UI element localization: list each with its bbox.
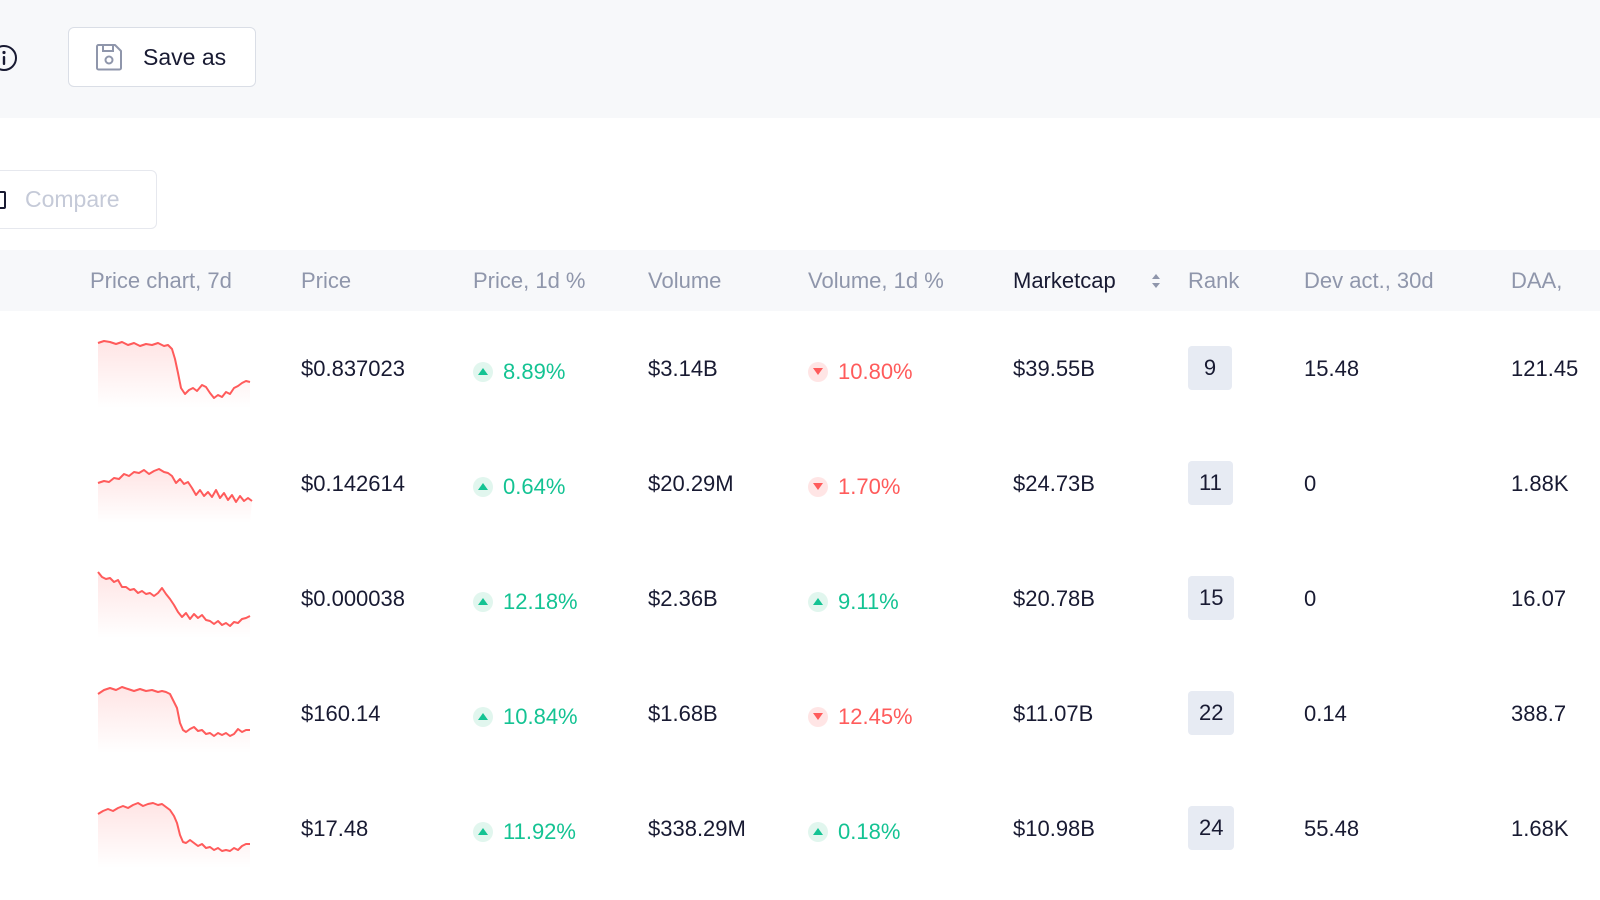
dev-act-cell: 55.48 (1304, 816, 1360, 841)
table-row[interactable]: $0.142614 0.64% $20.29M 1.70% $24.73B 11… (0, 426, 1600, 541)
marketcap-cell: $11.07B (1013, 701, 1094, 726)
arrow-down-icon (808, 361, 828, 382)
price-change-cell-value: 12.18% (503, 588, 578, 614)
rank-badge: 9 (1188, 346, 1232, 390)
price-change-cell-value: 11.92% (503, 818, 576, 844)
daa-cell: 1.88K (1511, 471, 1569, 496)
price-cell: $0.837023 (301, 356, 405, 381)
compare-checkbox-icon (0, 191, 6, 209)
volume-change-cell: 9.11% (808, 541, 899, 656)
rank-badge: 22 (1188, 691, 1235, 735)
price-sparkline (97, 802, 250, 868)
volume-cell: $338.29M (648, 816, 746, 841)
marketcap-cell: $20.78B (1013, 586, 1095, 611)
price-change-cell-value: 8.89% (503, 358, 566, 384)
price-sparkline (97, 340, 251, 408)
arrow-up-icon (473, 476, 493, 497)
column-price-1d[interactable]: Price, 1d % (473, 268, 586, 293)
marketcap-cell: $39.55B (1013, 356, 1095, 381)
rank-badge: 24 (1188, 806, 1235, 850)
price-change-cell: 0.64% (473, 426, 565, 541)
save-icon (96, 44, 122, 71)
column-price-chart[interactable]: Price chart, 7d (90, 268, 232, 293)
table-row[interactable]: $0.837023 8.89% $3.14B 10.80% $39.55B 9 … (0, 311, 1600, 426)
arrow-up-icon (473, 706, 493, 727)
daa-cell: 121.45 (1511, 356, 1579, 381)
volume-change-cell: 1.70% (808, 426, 900, 541)
save-as-button[interactable]: Save as (68, 27, 256, 87)
arrow-up-icon (808, 591, 828, 612)
volume-change-cell-value: 1.70% (838, 473, 901, 499)
volume-change-cell: 12.45% (808, 656, 913, 771)
price-cell: $0.142614 (301, 471, 405, 496)
dev-act-cell: 0 (1304, 471, 1317, 496)
volume-change-cell: 10.80% (808, 311, 913, 426)
arrow-up-icon (473, 591, 493, 612)
price-change-cell: 11.92% (473, 771, 576, 886)
rank-badge: 15 (1188, 576, 1235, 620)
price-sparkline (97, 468, 253, 523)
price-change-cell: 10.84% (473, 656, 578, 771)
daa-cell: 16.07 (1511, 586, 1567, 611)
compare-label: Compare (25, 186, 120, 212)
save-as-label: Save as (143, 43, 227, 70)
price-sparkline (97, 686, 250, 753)
column-marketcap[interactable]: Marketcap (1013, 268, 1116, 293)
volume-cell: $2.36B (648, 586, 718, 611)
dev-act-cell: 0 (1304, 586, 1317, 611)
column-rank[interactable]: Rank (1188, 268, 1240, 293)
info-icon[interactable] (0, 44, 18, 72)
price-change-cell-value: 10.84% (503, 703, 578, 729)
price-cell: $0.000038 (301, 586, 405, 611)
marketcap-cell: $24.73B (1013, 471, 1095, 496)
column-volume-1d[interactable]: Volume, 1d % (808, 268, 944, 293)
top-toolbar: Save as (0, 0, 1600, 118)
table-row[interactable]: $160.14 10.84% $1.68B 12.45% $11.07B 22 … (0, 656, 1600, 771)
compare-button[interactable]: Compare (0, 170, 157, 229)
column-dev-act[interactable]: Dev act., 30d (1304, 268, 1434, 293)
volume-change-cell-value: 12.45% (838, 703, 913, 729)
marketcap-cell: $10.98B (1013, 816, 1095, 841)
column-daa[interactable]: DAA, (1511, 268, 1563, 293)
arrow-down-icon (808, 706, 828, 727)
daa-cell: 1.68K (1511, 816, 1569, 841)
price-change-cell-value: 0.64% (503, 473, 566, 499)
arrow-up-icon (473, 821, 493, 842)
price-cell: $17.48 (301, 816, 369, 841)
rank-badge: 11 (1188, 461, 1233, 505)
price-sparkline (97, 571, 251, 638)
volume-cell: $3.14B (648, 356, 718, 381)
arrow-up-icon (808, 821, 828, 842)
arrow-up-icon (473, 361, 493, 382)
volume-change-cell-value: 9.11% (838, 588, 899, 614)
dev-act-cell: 0.14 (1304, 701, 1347, 726)
daa-cell: 388.7 (1511, 701, 1567, 726)
table-row[interactable]: $0.000038 12.18% $2.36B 9.11% $20.78B 15… (0, 541, 1600, 656)
volume-change-cell: 0.18% (808, 771, 900, 886)
price-change-cell: 8.89% (473, 311, 565, 426)
arrow-down-icon (808, 476, 828, 497)
column-volume[interactable]: Volume (648, 268, 722, 293)
column-price[interactable]: Price (301, 268, 352, 293)
dev-act-cell: 15.48 (1304, 356, 1360, 381)
volume-change-cell-value: 0.18% (838, 818, 901, 844)
price-cell: $160.14 (301, 701, 381, 726)
sort-icon[interactable] (1151, 272, 1161, 290)
volume-cell: $1.68B (648, 701, 718, 726)
table-header: Price chart, 7d Price Price, 1d % Volume… (0, 250, 1600, 311)
price-change-cell: 12.18% (473, 541, 578, 656)
table-row[interactable]: $17.48 11.92% $338.29M 0.18% $10.98B 24 … (0, 771, 1600, 886)
volume-cell: $20.29M (648, 471, 734, 496)
volume-change-cell-value: 10.80% (838, 358, 913, 384)
